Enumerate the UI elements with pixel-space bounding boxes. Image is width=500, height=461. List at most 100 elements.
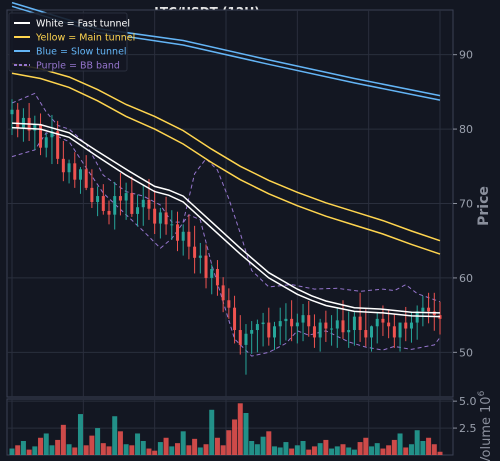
candle xyxy=(221,277,225,313)
volume-bar xyxy=(351,449,357,455)
candle xyxy=(370,325,374,352)
volume-bar xyxy=(197,447,203,455)
volume-bar xyxy=(214,437,220,455)
price-tick-label: 70 xyxy=(459,198,473,211)
candle-body xyxy=(301,315,305,323)
candle-body xyxy=(107,210,111,215)
candle-body xyxy=(113,196,117,215)
candle xyxy=(10,99,14,136)
volume-bar xyxy=(55,439,61,455)
candle xyxy=(364,309,368,347)
candle xyxy=(255,319,259,353)
volume-bar xyxy=(306,449,312,455)
volume-bar xyxy=(163,437,169,455)
volume-bar xyxy=(272,446,278,455)
volume-bar xyxy=(232,419,238,455)
candle xyxy=(187,214,191,260)
candle xyxy=(61,140,65,182)
candle-body xyxy=(398,322,402,338)
candle-body xyxy=(370,326,374,338)
candle xyxy=(193,225,197,274)
volume-bar xyxy=(340,444,346,455)
candle xyxy=(341,300,345,339)
candle xyxy=(170,210,174,240)
candle xyxy=(267,307,271,346)
volume-bar xyxy=(323,439,329,455)
price-tick-label: 90 xyxy=(459,49,473,62)
candle-body xyxy=(381,318,385,323)
legend-box xyxy=(8,12,128,72)
candle-body xyxy=(61,158,65,173)
candle-body xyxy=(392,326,396,338)
volume-bar xyxy=(403,447,409,455)
candle xyxy=(392,313,396,348)
volume-bar xyxy=(117,431,123,455)
volume-bar xyxy=(311,446,317,455)
candle xyxy=(67,159,71,184)
volume-bar xyxy=(294,445,300,455)
candle xyxy=(204,244,208,289)
candle xyxy=(330,315,334,346)
volume-bar xyxy=(169,446,175,455)
volume-axis-ticks: 2.5 5.0 xyxy=(453,395,477,435)
candle xyxy=(427,292,431,324)
candle-body xyxy=(164,212,168,225)
candle xyxy=(261,312,265,347)
bb-band-lower-line xyxy=(11,132,441,357)
candle-body xyxy=(73,163,77,180)
candle-body xyxy=(438,315,442,319)
candle-body xyxy=(312,326,316,338)
candle xyxy=(352,312,356,346)
candle xyxy=(415,305,419,340)
price-panel: 50 60 70 80 90 Price xyxy=(6,1,492,398)
candle xyxy=(198,242,202,274)
volume-bar xyxy=(357,442,363,455)
candle xyxy=(118,172,122,216)
candle xyxy=(16,103,20,138)
volume-exponent-base: 10 xyxy=(479,396,494,413)
candle-body xyxy=(181,231,185,241)
price-axis-label: Price xyxy=(476,186,492,226)
volume-bar xyxy=(414,430,420,455)
candle-body xyxy=(375,318,379,327)
volume-bar xyxy=(152,450,158,455)
candle xyxy=(290,300,294,342)
volume-bar xyxy=(380,448,386,455)
candle xyxy=(233,295,237,344)
volume-bar xyxy=(220,445,226,455)
candle-body xyxy=(175,224,179,241)
candle-body xyxy=(124,193,128,201)
candle xyxy=(398,322,402,352)
candle xyxy=(210,264,214,295)
volume-axis-label: Volume 106 xyxy=(477,390,494,461)
volume-bar xyxy=(180,431,186,455)
candle xyxy=(78,167,82,194)
candle-body xyxy=(409,322,413,329)
candle xyxy=(284,303,288,341)
volume-bar xyxy=(426,437,432,455)
candle-body xyxy=(170,224,174,226)
volume-bar xyxy=(83,445,89,455)
candle xyxy=(90,169,94,208)
candle-body xyxy=(16,109,20,128)
candle xyxy=(238,315,242,355)
candle-body xyxy=(227,300,231,308)
candle-body xyxy=(335,320,339,329)
candle-body xyxy=(250,330,254,334)
volume-bar xyxy=(243,413,249,455)
candle xyxy=(33,115,37,150)
volume-bars xyxy=(9,403,443,455)
legend-label: White = Fast tunnel xyxy=(36,19,130,30)
candle xyxy=(324,310,328,342)
volume-bar xyxy=(277,447,283,455)
volume-tick-label: 5.0 xyxy=(459,395,477,408)
candle-body xyxy=(221,285,225,301)
candle xyxy=(404,306,408,342)
candle xyxy=(375,312,379,344)
candle-body xyxy=(153,208,157,224)
candle xyxy=(381,305,385,336)
volume-bar xyxy=(363,437,369,455)
volume-bar xyxy=(420,441,426,455)
volume-bar xyxy=(100,443,106,455)
volume-bar xyxy=(9,448,15,455)
